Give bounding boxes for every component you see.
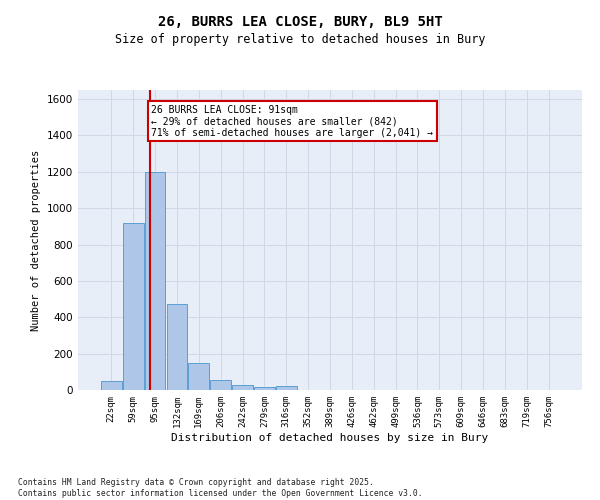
Bar [101,381,122,390]
Bar [188,362,209,390]
Bar [254,388,275,390]
Bar [167,304,187,390]
X-axis label: Distribution of detached houses by size in Bury: Distribution of detached houses by size … [172,432,488,442]
Text: Size of property relative to detached houses in Bury: Size of property relative to detached ho… [115,32,485,46]
Text: 26, BURRS LEA CLOSE, BURY, BL9 5HT: 26, BURRS LEA CLOSE, BURY, BL9 5HT [158,15,442,29]
Bar [123,222,143,390]
Text: Contains HM Land Registry data © Crown copyright and database right 2025.
Contai: Contains HM Land Registry data © Crown c… [18,478,422,498]
Bar [232,384,253,390]
Bar [210,380,231,390]
Bar [276,386,296,390]
Bar [145,172,166,390]
Y-axis label: Number of detached properties: Number of detached properties [31,150,41,330]
Text: 26 BURRS LEA CLOSE: 91sqm
← 29% of detached houses are smaller (842)
71% of semi: 26 BURRS LEA CLOSE: 91sqm ← 29% of detac… [151,104,433,138]
